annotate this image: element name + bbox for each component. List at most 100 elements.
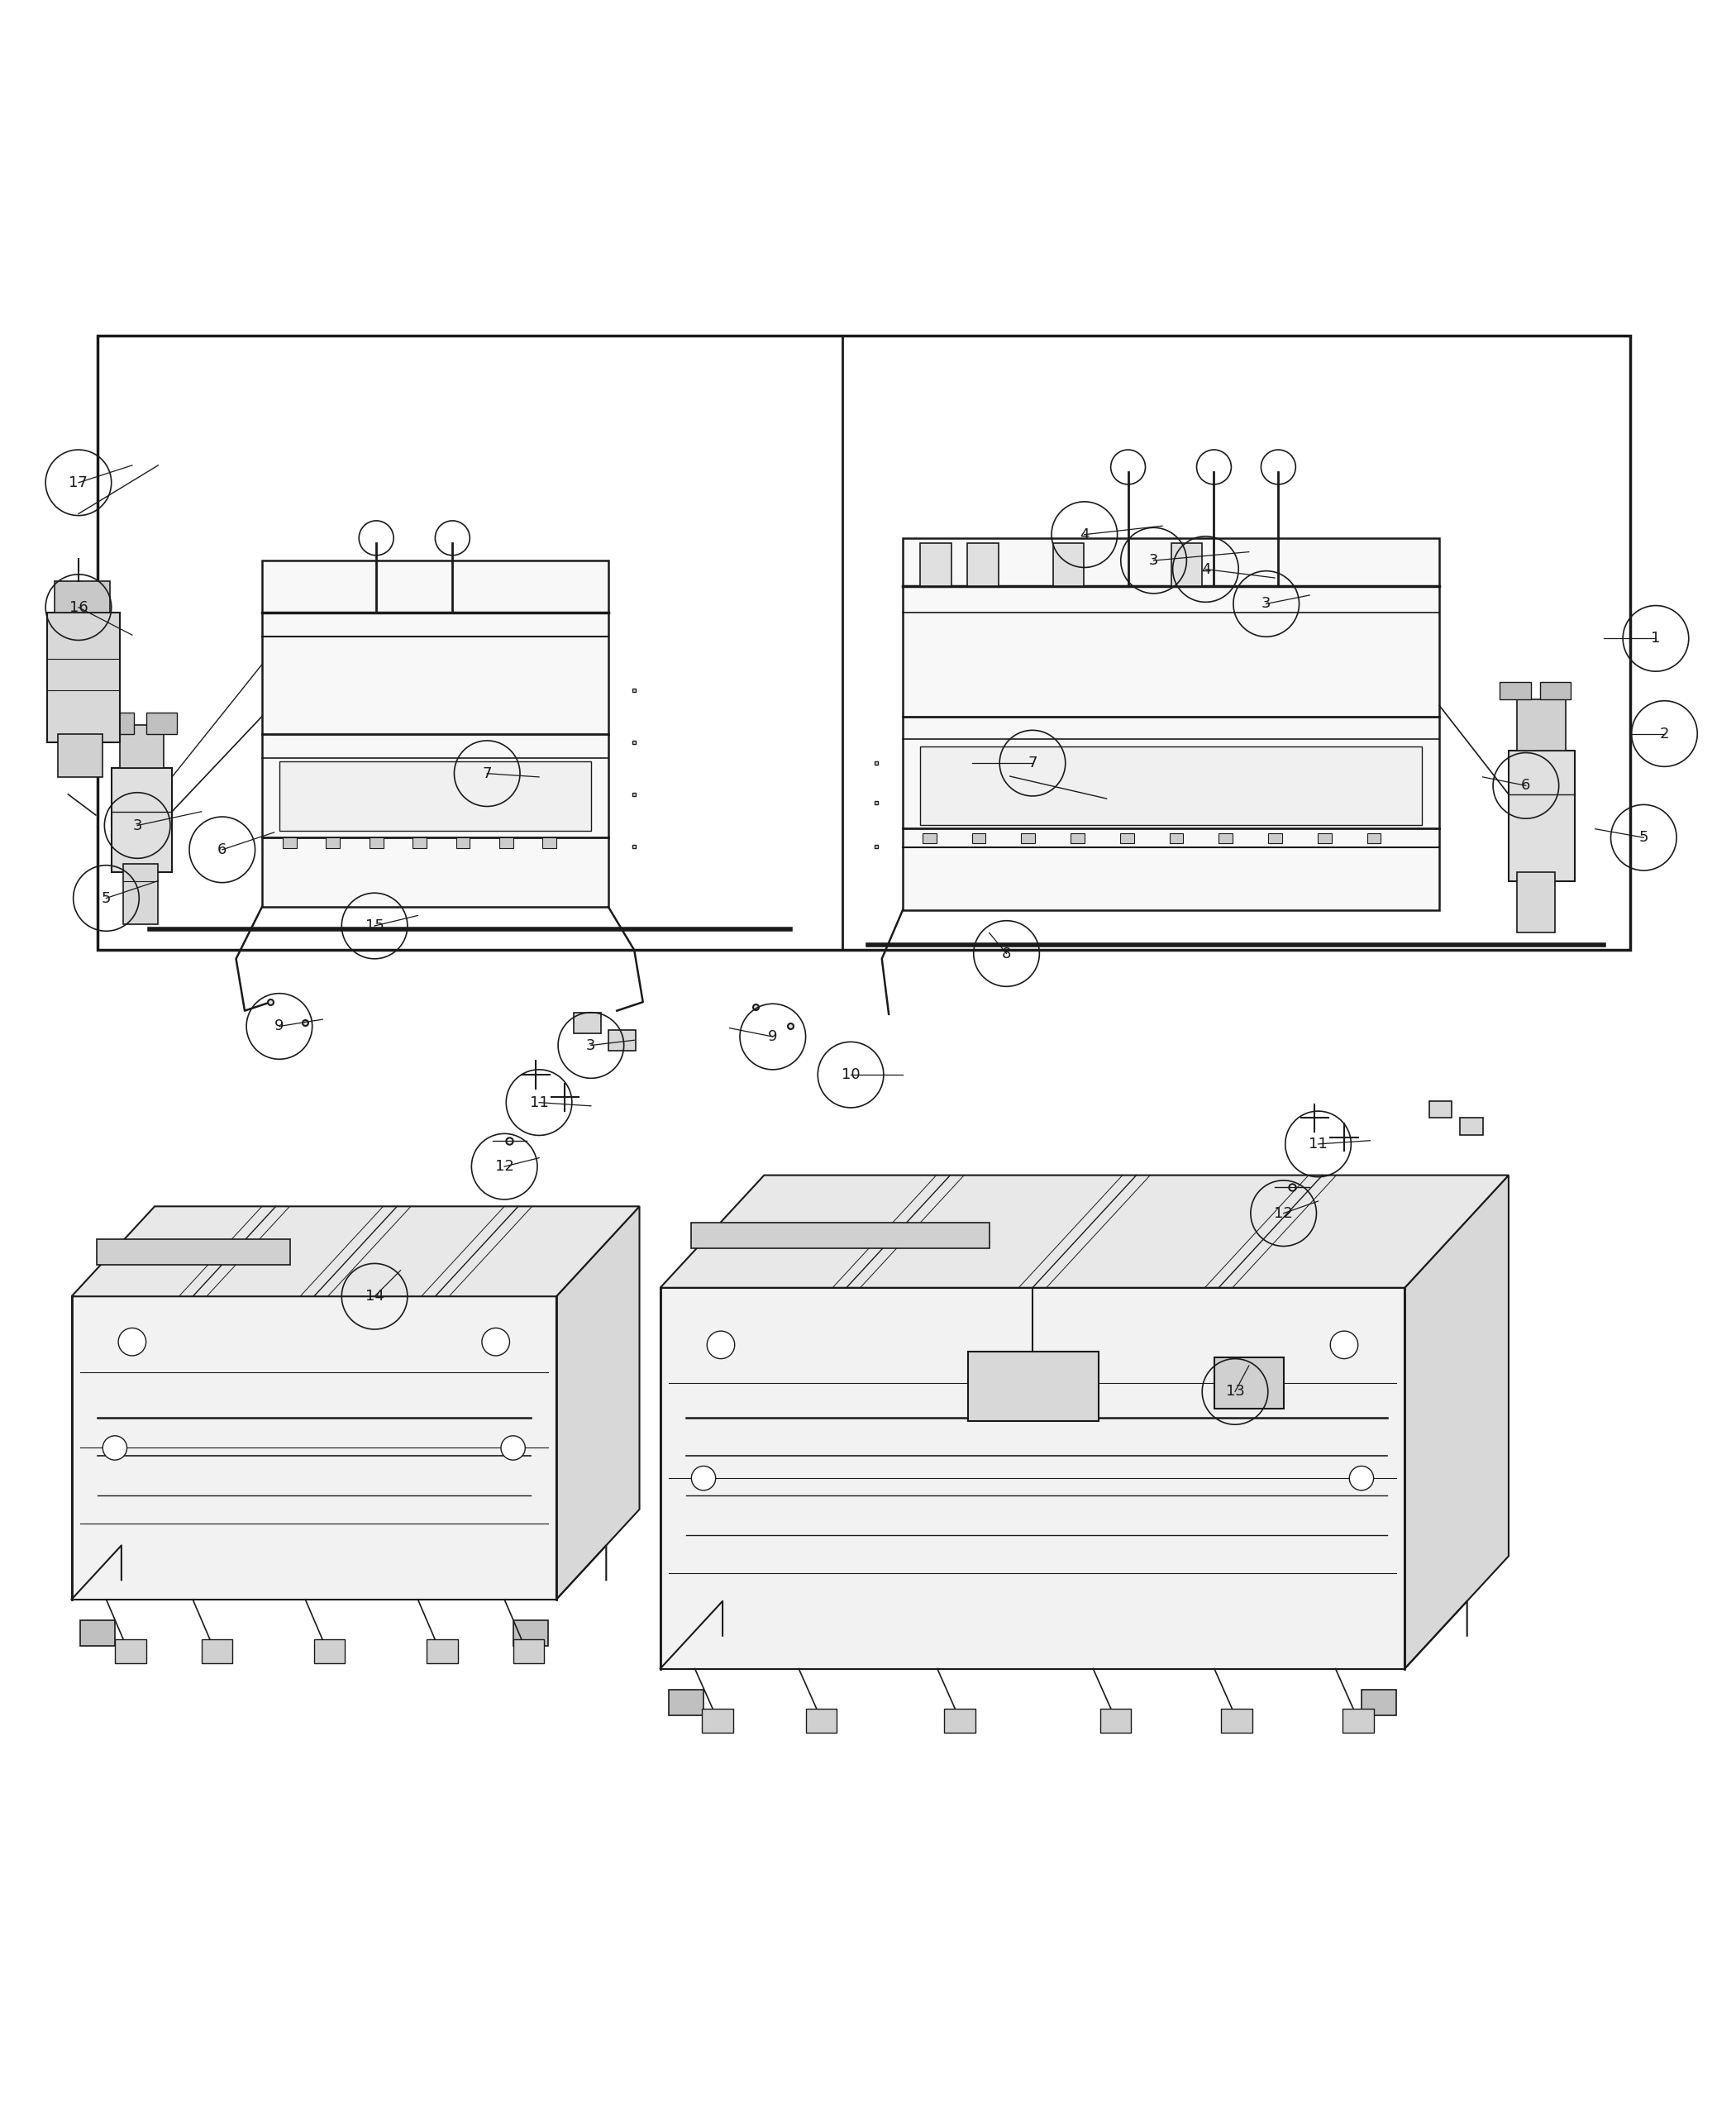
Text: 3: 3 xyxy=(1149,552,1158,567)
Bar xyxy=(668,1689,703,1716)
Text: 17: 17 xyxy=(69,474,89,489)
Text: 9: 9 xyxy=(274,1018,285,1033)
Circle shape xyxy=(1330,1330,1358,1360)
Polygon shape xyxy=(556,1206,639,1600)
Bar xyxy=(279,761,590,831)
Text: 5: 5 xyxy=(101,892,111,906)
Text: 10: 10 xyxy=(842,1067,859,1081)
Text: 15: 15 xyxy=(365,919,384,934)
Text: 6: 6 xyxy=(217,843,227,858)
Circle shape xyxy=(691,1465,715,1490)
Bar xyxy=(1021,833,1035,843)
Text: 4: 4 xyxy=(1080,527,1088,542)
Bar xyxy=(413,837,427,847)
Text: 12: 12 xyxy=(1274,1206,1293,1221)
Bar xyxy=(514,1621,547,1646)
Bar xyxy=(1219,833,1233,843)
Bar xyxy=(967,544,998,586)
Circle shape xyxy=(502,1436,526,1461)
Bar xyxy=(1220,1707,1252,1733)
Text: 4: 4 xyxy=(1201,561,1210,578)
Bar xyxy=(1101,1707,1132,1733)
Text: 11: 11 xyxy=(1309,1136,1328,1151)
Bar xyxy=(608,1031,635,1050)
Circle shape xyxy=(118,1328,146,1355)
Text: 8: 8 xyxy=(1002,946,1010,961)
Text: 7: 7 xyxy=(1028,755,1036,772)
Text: 2: 2 xyxy=(1660,727,1670,742)
Bar xyxy=(283,837,297,847)
Bar xyxy=(701,1707,733,1733)
Bar xyxy=(1054,544,1083,586)
Bar xyxy=(542,837,556,847)
Bar xyxy=(1213,1358,1283,1408)
Bar xyxy=(314,1640,345,1663)
Bar xyxy=(1500,681,1531,700)
Polygon shape xyxy=(1404,1174,1509,1670)
Bar xyxy=(1509,750,1575,881)
Bar xyxy=(97,335,1630,951)
Bar xyxy=(146,713,177,734)
Bar xyxy=(57,734,102,778)
Text: 5: 5 xyxy=(1639,831,1649,845)
Polygon shape xyxy=(660,1288,1404,1670)
Text: 3: 3 xyxy=(587,1037,595,1052)
Text: 7: 7 xyxy=(483,765,491,780)
Text: 6: 6 xyxy=(1521,778,1531,793)
Circle shape xyxy=(483,1328,510,1355)
Bar xyxy=(514,1640,543,1663)
Bar xyxy=(944,1707,976,1733)
Bar xyxy=(262,561,608,906)
Bar xyxy=(1120,833,1134,843)
Circle shape xyxy=(102,1436,127,1461)
Bar xyxy=(500,837,514,847)
Text: 11: 11 xyxy=(529,1094,549,1111)
Bar xyxy=(102,713,134,734)
Bar xyxy=(922,833,936,843)
Bar xyxy=(120,725,163,767)
Bar xyxy=(1318,833,1332,843)
Bar xyxy=(1071,833,1085,843)
Bar xyxy=(920,746,1422,824)
Bar xyxy=(1172,544,1201,586)
Text: 1: 1 xyxy=(1651,630,1661,645)
Bar xyxy=(691,1223,990,1248)
Circle shape xyxy=(707,1330,734,1360)
Bar xyxy=(972,833,986,843)
Polygon shape xyxy=(660,1174,1509,1288)
Bar xyxy=(1170,833,1184,843)
Bar xyxy=(47,613,120,742)
Bar xyxy=(806,1707,837,1733)
Bar xyxy=(326,837,340,847)
Polygon shape xyxy=(71,1206,639,1296)
Bar xyxy=(1429,1100,1451,1117)
Bar xyxy=(97,1240,290,1265)
Bar xyxy=(370,837,384,847)
Bar xyxy=(427,1640,458,1663)
Bar xyxy=(1361,1689,1396,1716)
Text: 3: 3 xyxy=(132,818,142,833)
Bar xyxy=(1517,873,1555,934)
Bar xyxy=(111,767,172,873)
Circle shape xyxy=(1349,1465,1373,1490)
Bar xyxy=(573,1012,601,1033)
Bar xyxy=(115,1640,146,1663)
Bar xyxy=(1460,1117,1483,1136)
Text: 12: 12 xyxy=(495,1159,514,1174)
Bar xyxy=(1517,700,1566,750)
Text: 3: 3 xyxy=(1262,597,1271,611)
Bar xyxy=(1342,1707,1373,1733)
Bar xyxy=(903,538,1439,911)
Polygon shape xyxy=(71,1296,556,1600)
Bar xyxy=(969,1351,1099,1421)
Bar xyxy=(1269,833,1283,843)
Text: 14: 14 xyxy=(365,1288,384,1305)
Bar xyxy=(920,544,951,586)
Bar xyxy=(54,582,109,613)
Bar xyxy=(1366,833,1380,843)
Bar xyxy=(1540,681,1571,700)
Bar xyxy=(123,864,158,923)
Bar xyxy=(80,1621,115,1646)
Text: 9: 9 xyxy=(767,1029,778,1043)
Text: 16: 16 xyxy=(69,601,89,616)
